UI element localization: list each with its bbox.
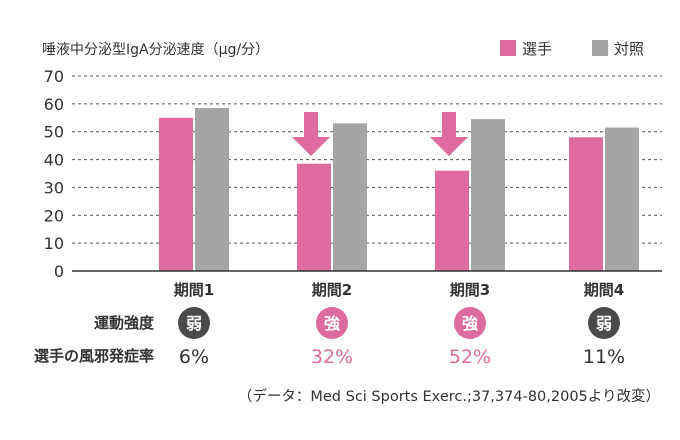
y-tick-label: 70 (44, 67, 64, 86)
x-axis-categories: 期間1 期間2 期間3 期間4 (174, 281, 624, 299)
y-tick-label: 40 (44, 151, 64, 170)
intensity-badge-text: 弱 (596, 314, 612, 333)
intensity-badge (316, 307, 348, 339)
intensity-badge (454, 307, 486, 339)
y-tick-label: 60 (44, 95, 64, 114)
x-category-label: 期間1 (174, 281, 214, 299)
bar-athlete-4 (569, 137, 603, 271)
x-category-label: 期間3 (450, 281, 490, 299)
cold-rate-value: 32% (311, 346, 353, 368)
x-category-label: 期間2 (312, 281, 352, 299)
bar-control-3 (471, 119, 505, 271)
bar-control-2 (333, 123, 367, 271)
y-axis-ticks: 0 10 20 30 40 50 60 70 (44, 67, 64, 281)
cold-rate-value: 11% (583, 346, 625, 368)
intensity-badges: 弱強強弱 (178, 307, 620, 339)
bar-control-1 (195, 108, 229, 272)
legend-swatch-control (592, 40, 608, 56)
legend-swatch-athlete (500, 40, 516, 56)
down-arrow-icon (430, 112, 468, 156)
y-tick-label: 10 (44, 234, 64, 253)
cold-rate-values: 6% 32% 52% 11% (179, 346, 625, 368)
intensity-badge-text: 強 (462, 314, 478, 333)
bar-athlete-2 (297, 163, 331, 271)
bar-athlete-1 (159, 117, 193, 272)
intensity-badge-text: 弱 (186, 314, 202, 333)
y-axis-label: 唾液中分泌型IgA分泌速度（μg/分） (42, 42, 269, 58)
legend-label-control: 対照 (614, 40, 644, 58)
y-tick-label: 0 (54, 262, 64, 281)
bar-control-4 (605, 127, 639, 272)
y-tick-label: 30 (44, 178, 64, 197)
cold-rate-value: 6% (179, 346, 209, 368)
x-category-label: 期間4 (584, 281, 624, 299)
legend: 選手 対照 (500, 40, 644, 58)
y-tick-label: 20 (44, 206, 64, 225)
legend-label-athlete: 選手 (522, 40, 552, 58)
cold-rate-value: 52% (449, 346, 491, 368)
bars (159, 108, 639, 272)
arrows (292, 112, 468, 156)
cold-rate-row-label: 選手の風邪発症率 (34, 347, 154, 365)
intensity-row-label: 運動強度 (94, 314, 155, 332)
bar-athlete-3 (435, 170, 469, 271)
intensity-badge (178, 307, 210, 339)
source-note: （データ：Med Sci Sports Exerc.;37,374-80,200… (238, 387, 660, 405)
intensity-badge-text: 強 (324, 314, 340, 333)
y-tick-label: 50 (44, 123, 64, 142)
down-arrow-icon (292, 112, 330, 156)
intensity-badge (588, 307, 620, 339)
